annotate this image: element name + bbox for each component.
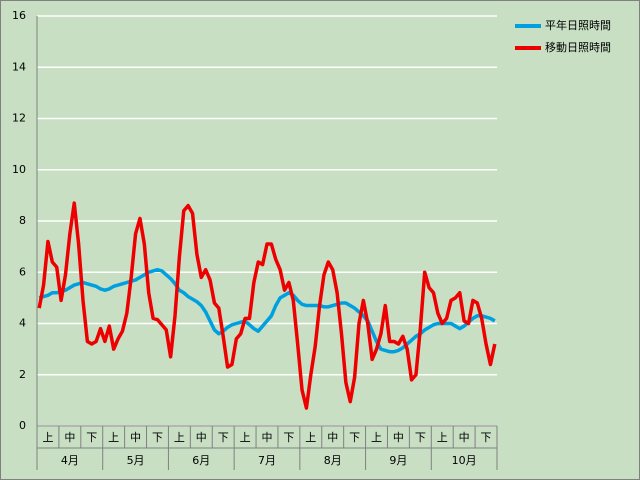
legend-label: 移動日照時間 (545, 40, 611, 54)
x-tick-label: 下 (349, 431, 360, 444)
x-tick-label: 下 (86, 431, 97, 444)
y-tick-label: 4 (19, 317, 26, 330)
x-tick-label: 中 (393, 431, 404, 444)
x-tick-label: 下 (218, 431, 229, 444)
x-tick-label: 中 (64, 431, 75, 444)
x-tick-label: 下 (415, 431, 426, 444)
month-label: 4月 (61, 454, 79, 467)
x-tick-label: 中 (130, 431, 141, 444)
x-tick-label: 中 (196, 431, 207, 444)
month-label: 5月 (127, 454, 145, 467)
y-tick-label: 12 (12, 112, 26, 125)
x-tick-label: 下 (481, 431, 492, 444)
y-tick-label: 6 (19, 265, 26, 278)
month-label: 8月 (324, 454, 342, 467)
month-label: 7月 (258, 454, 276, 467)
x-tick-label: 上 (42, 431, 53, 444)
x-tick-label: 中 (262, 431, 273, 444)
x-tick-label: 中 (327, 431, 338, 444)
x-tick-label: 上 (305, 431, 316, 444)
x-tick-label: 下 (152, 431, 163, 444)
x-tick-label: 上 (174, 431, 185, 444)
month-label: 6月 (192, 454, 210, 467)
x-tick-label: 上 (108, 431, 119, 444)
y-tick-label: 2 (19, 368, 26, 381)
y-tick-label: 10 (12, 163, 26, 176)
y-tick-label: 8 (19, 214, 26, 227)
y-tick-label: 0 (19, 419, 26, 432)
legend-label: 平年日照時間 (545, 18, 611, 32)
x-tick-label: 中 (459, 431, 470, 444)
month-label: 9月 (389, 454, 407, 467)
y-tick-label: 16 (12, 9, 26, 22)
x-tick-label: 上 (240, 431, 251, 444)
x-tick-label: 上 (371, 431, 382, 444)
x-tick-label: 上 (437, 431, 448, 444)
month-label: 10月 (452, 454, 477, 467)
y-tick-label: 14 (12, 60, 26, 73)
series-line (37, 201, 497, 410)
x-tick-label: 下 (283, 431, 294, 444)
